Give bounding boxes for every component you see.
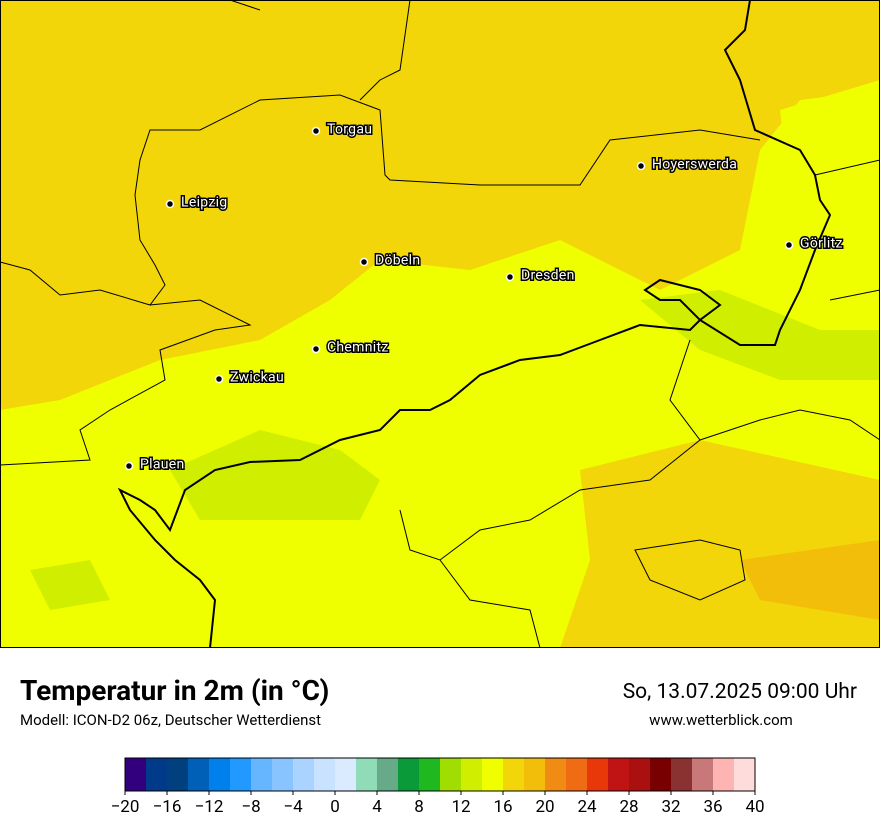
state-border [117, 0, 832, 649]
colorbar-swatch [692, 758, 714, 791]
colorbar-tick-label: 4 [372, 797, 382, 817]
colorbar-tick-label: 16 [493, 797, 512, 817]
cool-zone [780, 80, 880, 300]
city-dot [214, 374, 224, 384]
colorbar-swatch [629, 758, 651, 791]
legend-title: Temperatur in 2m (in °C) [20, 674, 329, 707]
city-label: Torgau [327, 122, 372, 138]
city-dot [124, 461, 134, 471]
colorbar-swatch [608, 758, 630, 791]
colorbar-swatch [482, 758, 504, 791]
colorbar-swatch [671, 758, 693, 791]
colorbar-swatch [398, 758, 420, 791]
colorbar-swatch [440, 758, 462, 791]
city-label: Zwickau [230, 370, 284, 386]
city-dot [165, 199, 175, 209]
city-label: Hoyerswerda [652, 157, 737, 173]
colorbar-swatch [419, 758, 441, 791]
legend-date: So, 13.07.2025 09:00 Uhr [623, 680, 857, 704]
colorbar-swatch [587, 758, 609, 791]
city-dot [311, 344, 321, 354]
colorbar-tick-label: 20 [535, 797, 554, 817]
colorbar-swatch [545, 758, 567, 791]
district-border [0, 299, 252, 466]
city-label: Chemnitz [327, 340, 389, 356]
colorbar-swatch [188, 758, 210, 791]
warm-zone [560, 440, 880, 648]
colorbar-swatch [377, 758, 399, 791]
city-label: Dresden [521, 268, 575, 284]
legend-subtitle: Modell: ICON-D2 06z, Deutscher Wetterdie… [20, 711, 321, 729]
colorbar-swatch [503, 758, 525, 791]
city-dot [636, 161, 646, 171]
colorbar-swatch [146, 758, 168, 791]
city-label: Leipzig [181, 195, 227, 211]
city-label: Görlitz [800, 236, 843, 252]
city-dot [359, 257, 369, 267]
warm-zone [0, 0, 880, 410]
colorbar-swatch [251, 758, 273, 791]
legend-website: www.wetterblick.com [649, 711, 793, 729]
warm-zone [770, 0, 880, 130]
colorbar-swatch [335, 758, 357, 791]
colorbar-tick-label: −8 [241, 797, 260, 817]
city-dot [784, 240, 794, 250]
colorbar-swatch [524, 758, 546, 791]
colorbar-swatch [125, 758, 147, 791]
cool-zone [170, 430, 380, 520]
colorbar-tick-label: −12 [195, 797, 224, 817]
city-dot [311, 126, 321, 136]
city-dot [505, 272, 515, 282]
colorbar-tick-label: 28 [619, 797, 638, 817]
cool-zone [640, 290, 880, 380]
colorbar-swatch [734, 758, 756, 791]
colorbar-tick-label: 0 [330, 797, 340, 817]
colorbar-tick-label: 40 [745, 797, 764, 817]
district-border [229, 0, 880, 649]
colorbar-swatch [272, 758, 294, 791]
city-label: Plauen [140, 457, 185, 473]
colorbar-swatch [566, 758, 588, 791]
colorbar-tick-label: −20 [111, 797, 140, 817]
colorbar-swatch [314, 758, 336, 791]
colorbar-tick-label: 32 [661, 797, 680, 817]
colorbar-tick-label: 12 [451, 797, 470, 817]
cool-zone [30, 560, 110, 610]
colorbar-tick-label: −4 [283, 797, 303, 817]
colorbar-tick-label: 8 [414, 797, 424, 817]
colorbar-frame [124, 757, 756, 792]
colorbar-swatch [230, 758, 252, 791]
city-label: Döbeln [375, 253, 420, 269]
district-border [0, 94, 761, 306]
colorbar-swatch [713, 758, 735, 791]
colorbar-swatch [209, 758, 231, 791]
colorbar-tick-label: 24 [577, 797, 597, 817]
warm-zone [740, 540, 880, 620]
colorbar-swatch [461, 758, 483, 791]
colorbar-swatch [167, 758, 189, 791]
colorbar-swatch [293, 758, 315, 791]
colorbar-tick-label: −16 [153, 797, 182, 817]
colorbar-swatch [650, 758, 672, 791]
colorbar-tick-label: 36 [703, 797, 722, 817]
colorbar-swatch [356, 758, 378, 791]
